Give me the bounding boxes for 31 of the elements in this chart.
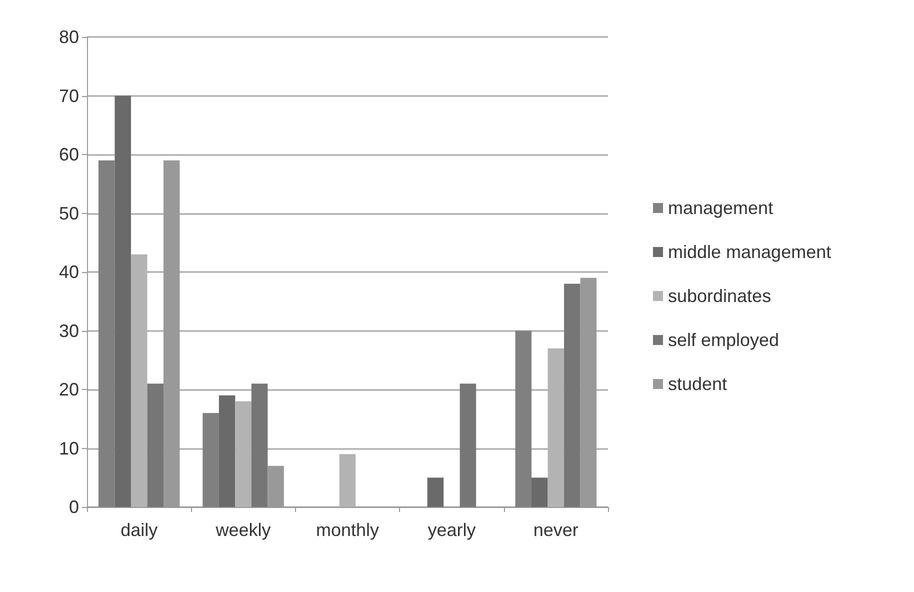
y-tick-label: 60 [58, 144, 79, 164]
bar [114, 96, 131, 507]
bar [532, 478, 548, 507]
bar [235, 401, 252, 507]
x-tick-label: never [533, 520, 578, 540]
legend-label: middle management [668, 242, 832, 262]
legend-label: student [668, 374, 728, 394]
legend-label: management [668, 198, 774, 218]
bar [147, 384, 164, 507]
y-tick-label: 30 [58, 320, 79, 341]
x-tick-label: daily [120, 520, 158, 540]
x-tick-label: yearly [428, 520, 476, 540]
y-tick-label: 50 [58, 203, 79, 224]
bar [98, 160, 115, 507]
x-tick-label: monthly [316, 520, 380, 540]
y-tick-label: 70 [58, 86, 79, 106]
bar [218, 395, 236, 507]
legend-label: subordinates [668, 286, 772, 306]
x-tick-label: weekly [214, 520, 271, 540]
legend-label: self employed [668, 330, 780, 350]
y-tick-label: 40 [58, 262, 79, 282]
y-tick-label: 10 [58, 438, 79, 458]
bar [202, 413, 219, 507]
bar [251, 384, 268, 507]
bar [515, 330, 532, 507]
y-tick-label: 0 [68, 497, 79, 517]
bar [564, 284, 580, 507]
bar [460, 384, 476, 507]
bar [427, 478, 444, 507]
y-tick-label: 20 [58, 380, 79, 400]
y-tick-label: 80 [58, 27, 79, 47]
